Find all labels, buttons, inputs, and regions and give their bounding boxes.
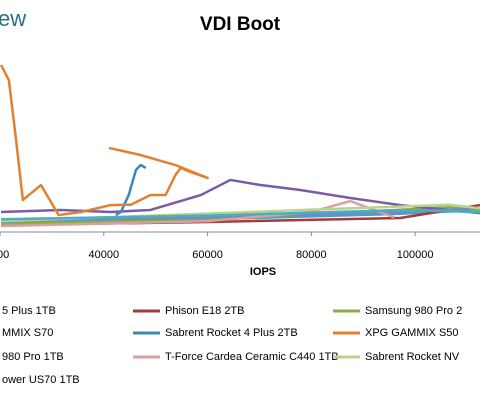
x-tick-label: 60000 — [192, 249, 223, 261]
x-tick-label: 80000 — [296, 249, 327, 261]
x-axis-label: IOPS — [250, 266, 276, 278]
legend-label: ower US70 1TB — [2, 374, 80, 386]
x-tick-label: 40000 — [88, 249, 119, 261]
logo: ew — [0, 6, 26, 31]
legend-label: Sabrent Rocket NV — [365, 351, 460, 363]
chart-title: VDI Boot — [200, 14, 281, 35]
series-line — [115, 163, 147, 217]
legend-label: Sabrent Rocket 4 Plus 2TB — [165, 327, 298, 339]
x-tick-label: 100000 — [397, 249, 434, 261]
series-line — [1, 208, 480, 221]
legend-label: XPG GAMMIX S50 — [365, 327, 459, 339]
legend-label: T-Force Cardea Ceramic C440 1TB — [165, 351, 339, 363]
legend-label: MMIX S70 — [2, 327, 53, 339]
series-line — [0, 64, 209, 217]
legend-label: Phison E18 2TB — [165, 305, 245, 317]
legend-label: 980 Pro 1TB — [2, 351, 64, 363]
legend-label: Samsung 980 Pro 2 — [365, 305, 462, 317]
x-tick-label: 000 — [0, 249, 9, 261]
legend-label: 5 Plus 1TB — [2, 305, 56, 317]
